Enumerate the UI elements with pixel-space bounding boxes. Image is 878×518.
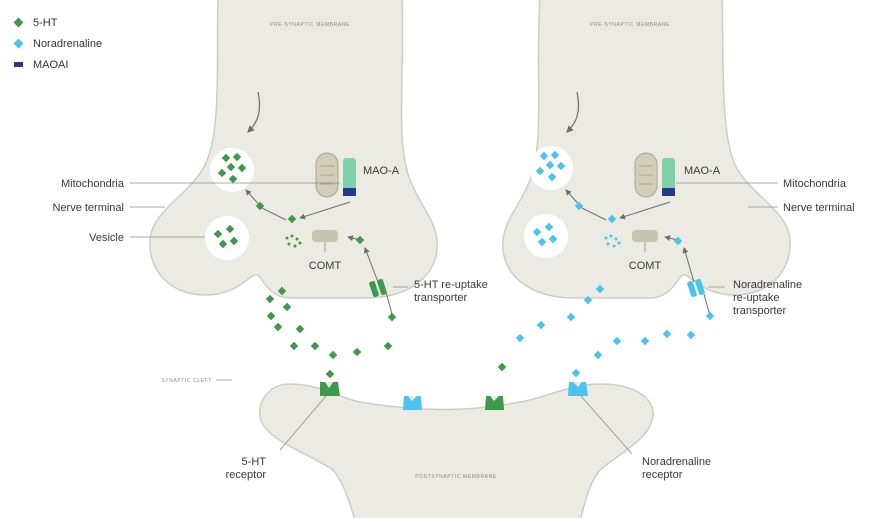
legend-item-maoai: MAOAI [14,54,102,75]
legend-label: 5-HT [33,16,58,29]
postsynaptic-membrane-label: POSTSYNAPTIC MEMBRANE [415,474,497,480]
noradrenaline-molecules [515,150,715,378]
mitochondria-right [634,152,658,198]
5ht-molecules [213,152,507,379]
5ht-transporter-label: 5-HT re-uptake transporter [414,279,488,304]
nerve-terminal-label-right: Nerve terminal [783,202,855,214]
maoai-right [662,188,675,196]
5ht-receptor-label: 5-HT receptor [226,456,267,481]
left-nerve-terminal [149,0,438,299]
navy-bar-icon [14,62,23,67]
pre-synaptic-membrane-label-right: PRE-SYNAPTIC MEMBRANE [590,22,670,28]
mao-a-left [343,158,356,194]
mao-a-label-left: MAO-A [363,165,400,177]
right-nerve-terminal [502,0,791,299]
legend: 5-HT Noradrenaline MAOAI [13,12,103,75]
vesicle-label: Vesicle [89,232,124,244]
noradrenaline-receptor-label: Noradrenaline receptor [642,456,711,481]
5ht-reuptake-transporter [369,278,387,298]
comt-right [632,230,658,242]
mitochondria-label-left: Mitochondria [61,178,125,190]
legend-item-5ht: 5-HT [13,12,102,33]
5ht-receptor-left [320,382,340,396]
influx-arrow-left [247,91,261,133]
5ht-receptor-mid [485,396,504,410]
comt-left [312,230,338,242]
comt-label-right: COMT [629,260,662,272]
vesicle-left-bottom [205,216,249,260]
vesicle-right-bottom [524,214,568,258]
mao-a-label-right: MAO-A [684,165,721,177]
nerve-terminal-label-left: Nerve terminal [52,202,124,214]
mitochondria-left [315,152,339,198]
na-transporter-label: Noradrenaline re-uptake transporter [733,279,802,317]
influx-arrow-right [566,91,580,133]
synaptic-cleft-label: SYNAPTIC CLEFT [161,378,212,384]
legend-item-noradrenaline: Noradrenaline [13,33,103,54]
noradrenaline-receptor-mid [403,396,422,410]
noradrenaline-receptor-right [568,382,588,396]
maoai-left [343,188,356,196]
postsynaptic-membrane [259,383,654,518]
noradrenaline-reuptake-transporter [687,278,705,298]
legend-label: MAOAI [33,58,69,71]
pre-synaptic-membrane-label-left: PRE-SYNAPTIC MEMBRANE [270,22,350,28]
comt-label-left: COMT [309,260,342,272]
mao-a-right [662,158,675,194]
legend-label: Noradrenaline [33,37,103,50]
mitochondria-label-right: Mitochondria [783,178,847,190]
